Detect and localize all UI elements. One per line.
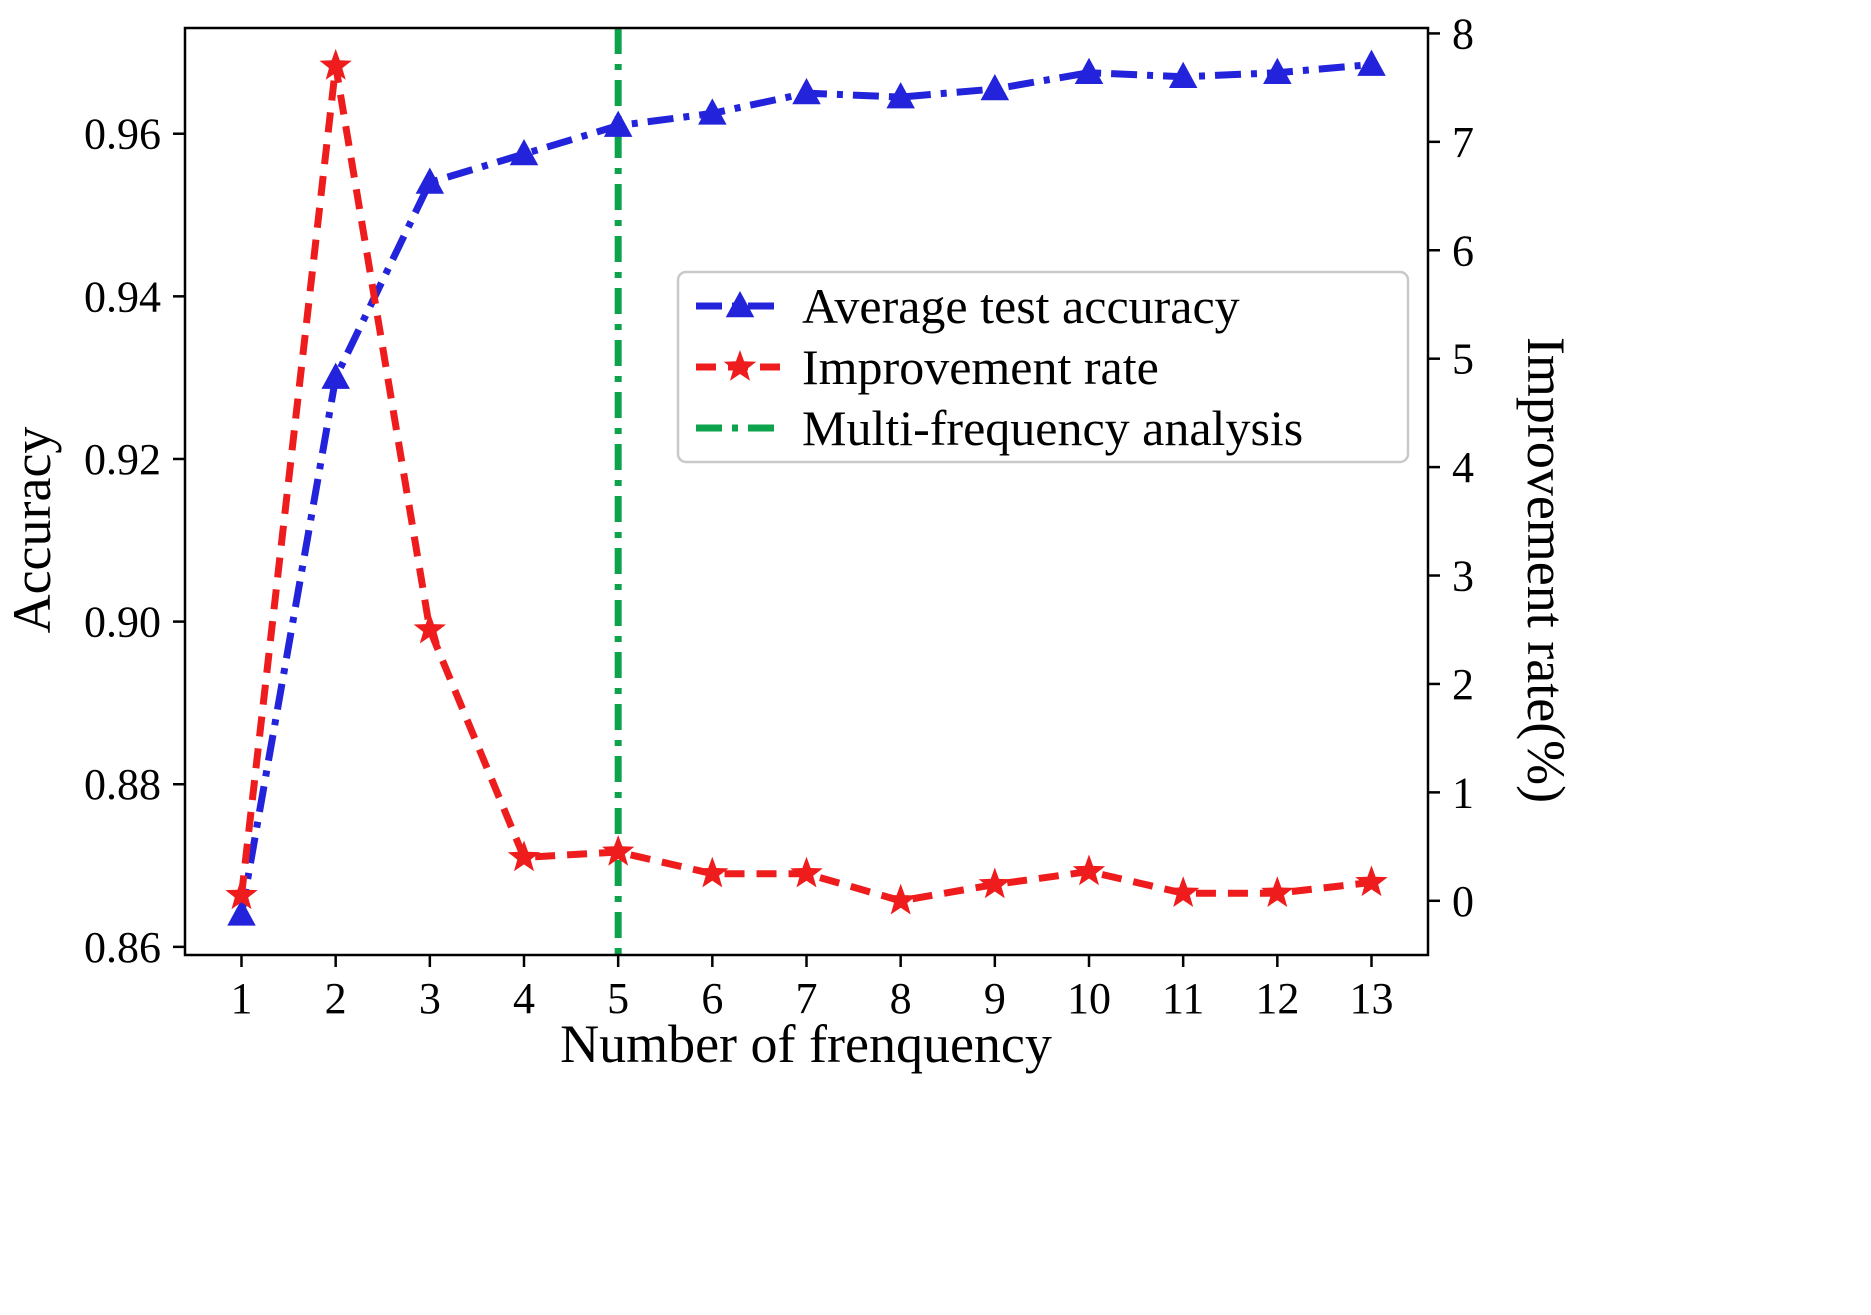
star-marker xyxy=(507,840,541,872)
triangle-marker xyxy=(792,78,821,105)
x-tick-label: 7 xyxy=(796,974,818,1023)
star-marker xyxy=(978,867,1011,899)
triangle-marker xyxy=(1168,61,1198,89)
x-tick-label: 3 xyxy=(419,974,441,1023)
y-left-tick-label: 0.86 xyxy=(84,923,161,972)
y-right-tick-label: 0 xyxy=(1452,877,1474,926)
star-marker xyxy=(413,612,446,644)
x-axis-label: Number of frenquency xyxy=(560,1014,1052,1074)
star-marker xyxy=(1072,854,1106,886)
x-tick-label: 9 xyxy=(984,974,1006,1023)
y-right-tick-label: 2 xyxy=(1452,660,1474,709)
x-tick-label: 13 xyxy=(1350,974,1394,1023)
plot-area: 1 2 3 4 5 6 7 8 9 10 11 12 130.860.880.900.920.940.9… xyxy=(84,9,1474,1023)
triangle-marker xyxy=(321,362,350,389)
triangle-marker xyxy=(1357,49,1386,76)
series-improvement-rate xyxy=(225,48,1388,915)
x-tick-label: 1 xyxy=(231,974,253,1023)
y-right-tick-label: 6 xyxy=(1452,226,1474,275)
star-marker xyxy=(319,48,352,80)
star-marker xyxy=(1167,876,1200,907)
triangle-marker xyxy=(415,167,445,194)
x-tick-label: 8 xyxy=(890,974,912,1023)
x-tick-label: 6 xyxy=(701,974,723,1023)
x-tick-label: 11 xyxy=(1162,974,1204,1023)
frame xyxy=(183,26,1430,957)
triangle-marker xyxy=(509,139,539,166)
y-left-tick-label: 0.94 xyxy=(84,272,161,321)
series-average-test-accuracy xyxy=(227,49,1386,926)
triangle-marker xyxy=(886,82,915,109)
y-left-tick-label: 0.90 xyxy=(84,598,161,647)
star-marker xyxy=(723,350,757,381)
star-marker xyxy=(790,856,823,888)
triangle-marker xyxy=(227,899,256,926)
x-tick-label: 10 xyxy=(1067,974,1111,1023)
y-right-tick-label: 8 xyxy=(1452,9,1474,58)
y-left-tick-label: 0.92 xyxy=(84,435,161,484)
y-right-tick-label: 3 xyxy=(1452,552,1474,601)
y-right-tick-label: 1 xyxy=(1452,768,1474,817)
star-marker xyxy=(602,835,635,866)
y-right-tick-label: 4 xyxy=(1452,443,1474,492)
y-left-tick-label: 0.88 xyxy=(84,760,161,809)
star-marker xyxy=(884,883,917,915)
triangle-marker xyxy=(1074,57,1104,84)
y-right-tick-label: 7 xyxy=(1452,118,1474,167)
x-tick-label: 12 xyxy=(1255,974,1299,1023)
triangle-marker xyxy=(603,110,633,137)
triangle-marker xyxy=(980,73,1010,101)
x-tick-label: 4 xyxy=(513,974,535,1023)
y-axis-label-left: Accuracy xyxy=(2,427,62,634)
legend-entry-label: Multi-frequency analysis xyxy=(802,400,1303,456)
star-marker xyxy=(225,878,258,910)
triangle-marker xyxy=(1263,57,1292,84)
legend-entry-label: Improvement rate xyxy=(802,339,1159,395)
star-marker xyxy=(696,856,729,888)
plot-frame xyxy=(183,26,1430,957)
y-left-tick-label: 0.96 xyxy=(84,110,161,159)
axis-ticks: 1 2 3 4 5 6 7 8 9 10 11 12 130.860.880.900.920.940.9… xyxy=(84,9,1474,1023)
triangle-marker xyxy=(725,291,755,318)
star-marker xyxy=(1261,876,1294,907)
triangle-marker xyxy=(698,98,727,125)
legend-box xyxy=(676,270,1410,464)
x-tick-label: 5 xyxy=(607,974,629,1023)
star-marker xyxy=(1355,865,1388,897)
x-tick-label: 2 xyxy=(325,974,347,1023)
y-right-tick-label: 5 xyxy=(1452,335,1474,384)
legend-entry-label: Average test accuracy xyxy=(802,278,1240,334)
y-axis-label-right: Improvement rate(%) xyxy=(1516,337,1576,803)
